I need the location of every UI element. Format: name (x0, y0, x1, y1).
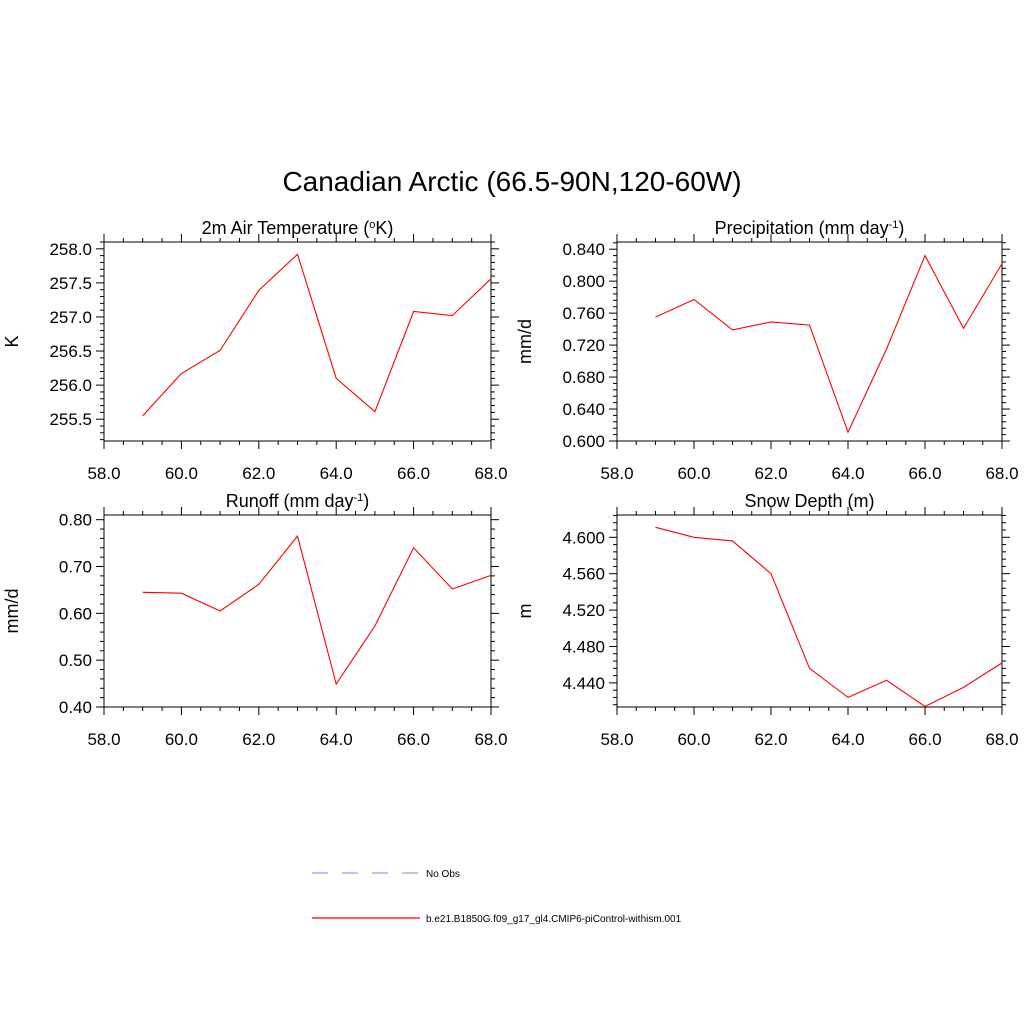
x-tick-label: 68.0 (474, 464, 507, 483)
y-tick-label: 0.70 (59, 558, 92, 577)
x-tick-label: 66.0 (908, 730, 941, 749)
y-tick-label: 257.0 (49, 308, 92, 327)
y-tick-label: 4.560 (562, 565, 605, 584)
panel-title-main: Precipitation (mm day (715, 218, 889, 238)
x-tick-label: 58.0 (87, 464, 120, 483)
x-tick-label: 62.0 (754, 730, 787, 749)
x-tick-label: 64.0 (831, 730, 864, 749)
y-tick-label: 4.600 (562, 528, 605, 547)
y-axis-label: mm/d (515, 319, 535, 364)
y-axis-label: K (2, 335, 22, 347)
y-tick-label: 0.600 (562, 432, 605, 451)
x-tick-label: 60.0 (677, 730, 710, 749)
y-tick-label: 0.800 (562, 272, 605, 291)
y-tick-label: 256.0 (49, 376, 92, 395)
panel-title-superscript: -1 (889, 219, 899, 231)
x-tick-label: 60.0 (165, 464, 198, 483)
y-tick-label: 255.5 (49, 410, 92, 429)
x-tick-label: 60.0 (165, 730, 198, 749)
y-tick-label: 0.80 (59, 511, 92, 530)
plot-frame (103, 514, 492, 708)
panel-title-main: Snow Depth (m) (744, 491, 874, 511)
panel-3: 58.0 60.0 62.0 64.0 66.0 68.0 0.40 0.50 0.60 0.70… (2, 491, 508, 749)
y-tick-label: 256.5 (49, 342, 92, 361)
panel-title-main: Runoff (mm day (226, 491, 354, 511)
panel-4: 58.0 60.0 62.0 64.0 66.0 68.0 4.440 4.480 4.520 4… (515, 491, 1019, 749)
y-tick-label: 257.5 (49, 274, 92, 293)
x-tick-label: 64.0 (831, 464, 864, 483)
plot-frame (103, 241, 492, 442)
x-tick-label: 68.0 (985, 464, 1018, 483)
panel-title-end: ) (898, 218, 904, 238)
series-line (142, 534, 492, 686)
x-tick-label: 66.0 (397, 730, 430, 749)
page-title: Canadian Arctic (66.5-90N,120-60W) (282, 166, 742, 197)
legend-label: b.e21.B1850G.f09_g17_gl4.CMIP6-piControl… (426, 914, 682, 925)
panel-title: Precipitation (mm day-1) (715, 218, 905, 238)
x-tick-label: 64.0 (320, 730, 353, 749)
y-tick-label: 0.50 (59, 651, 92, 670)
x-tick-label: 68.0 (474, 730, 507, 749)
y-tick-label: 258.0 (49, 240, 92, 259)
x-tick-label: 58.0 (87, 730, 120, 749)
x-tick-label: 66.0 (908, 464, 941, 483)
legend-label: No Obs (426, 869, 460, 880)
x-tick-label: 58.0 (600, 464, 633, 483)
y-tick-label: 4.480 (562, 637, 605, 656)
panel-2: 58.0 60.0 62.0 64.0 66.0 68.0 0.600 0.640 0.680 0… (515, 218, 1019, 483)
panel-title-end: K) (375, 218, 393, 238)
plot-frame (616, 241, 1003, 442)
panel-title: 2m Air Temperature (oK) (202, 218, 394, 238)
series-line (655, 526, 1003, 708)
y-tick-label: 4.520 (562, 601, 605, 620)
y-axis-label: mm/d (2, 589, 22, 634)
y-tick-label: 0.40 (59, 698, 92, 717)
x-tick-label: 62.0 (754, 464, 787, 483)
x-tick-label: 60.0 (677, 464, 710, 483)
panel-title-end: ) (363, 491, 369, 511)
plot-frame (616, 514, 1003, 708)
legend: No Obs b.e21.B1850G.f09_g17_gl4.CMIP6-piC… (312, 869, 682, 925)
x-tick-label: 64.0 (320, 464, 353, 483)
panel-1: 58.0 60.0 62.0 64.0 66.0 68.0 255.5 256.0 256.5 2… (2, 218, 508, 483)
x-tick-label: 68.0 (985, 730, 1018, 749)
series-line (655, 254, 1003, 434)
panel-title-superscript: -1 (353, 492, 363, 504)
panel-title: Snow Depth (m) (744, 491, 874, 511)
y-tick-label: 0.840 (562, 240, 605, 259)
y-tick-label: 0.680 (562, 368, 605, 387)
y-tick-label: 0.720 (562, 336, 605, 355)
x-tick-label: 62.0 (242, 464, 275, 483)
x-tick-label: 62.0 (242, 730, 275, 749)
y-tick-label: 0.60 (59, 604, 92, 623)
x-tick-label: 58.0 (600, 730, 633, 749)
y-tick-label: 4.440 (562, 674, 605, 693)
series-line (142, 253, 492, 417)
y-tick-label: 0.760 (562, 304, 605, 323)
panel-title: Runoff (mm day-1) (226, 491, 370, 511)
x-tick-label: 66.0 (397, 464, 430, 483)
y-axis-label: m (515, 604, 535, 619)
panel-title-superscript: o (369, 219, 375, 231)
panel-title-main: 2m Air Temperature ( (202, 218, 370, 238)
y-tick-label: 0.640 (562, 400, 605, 419)
